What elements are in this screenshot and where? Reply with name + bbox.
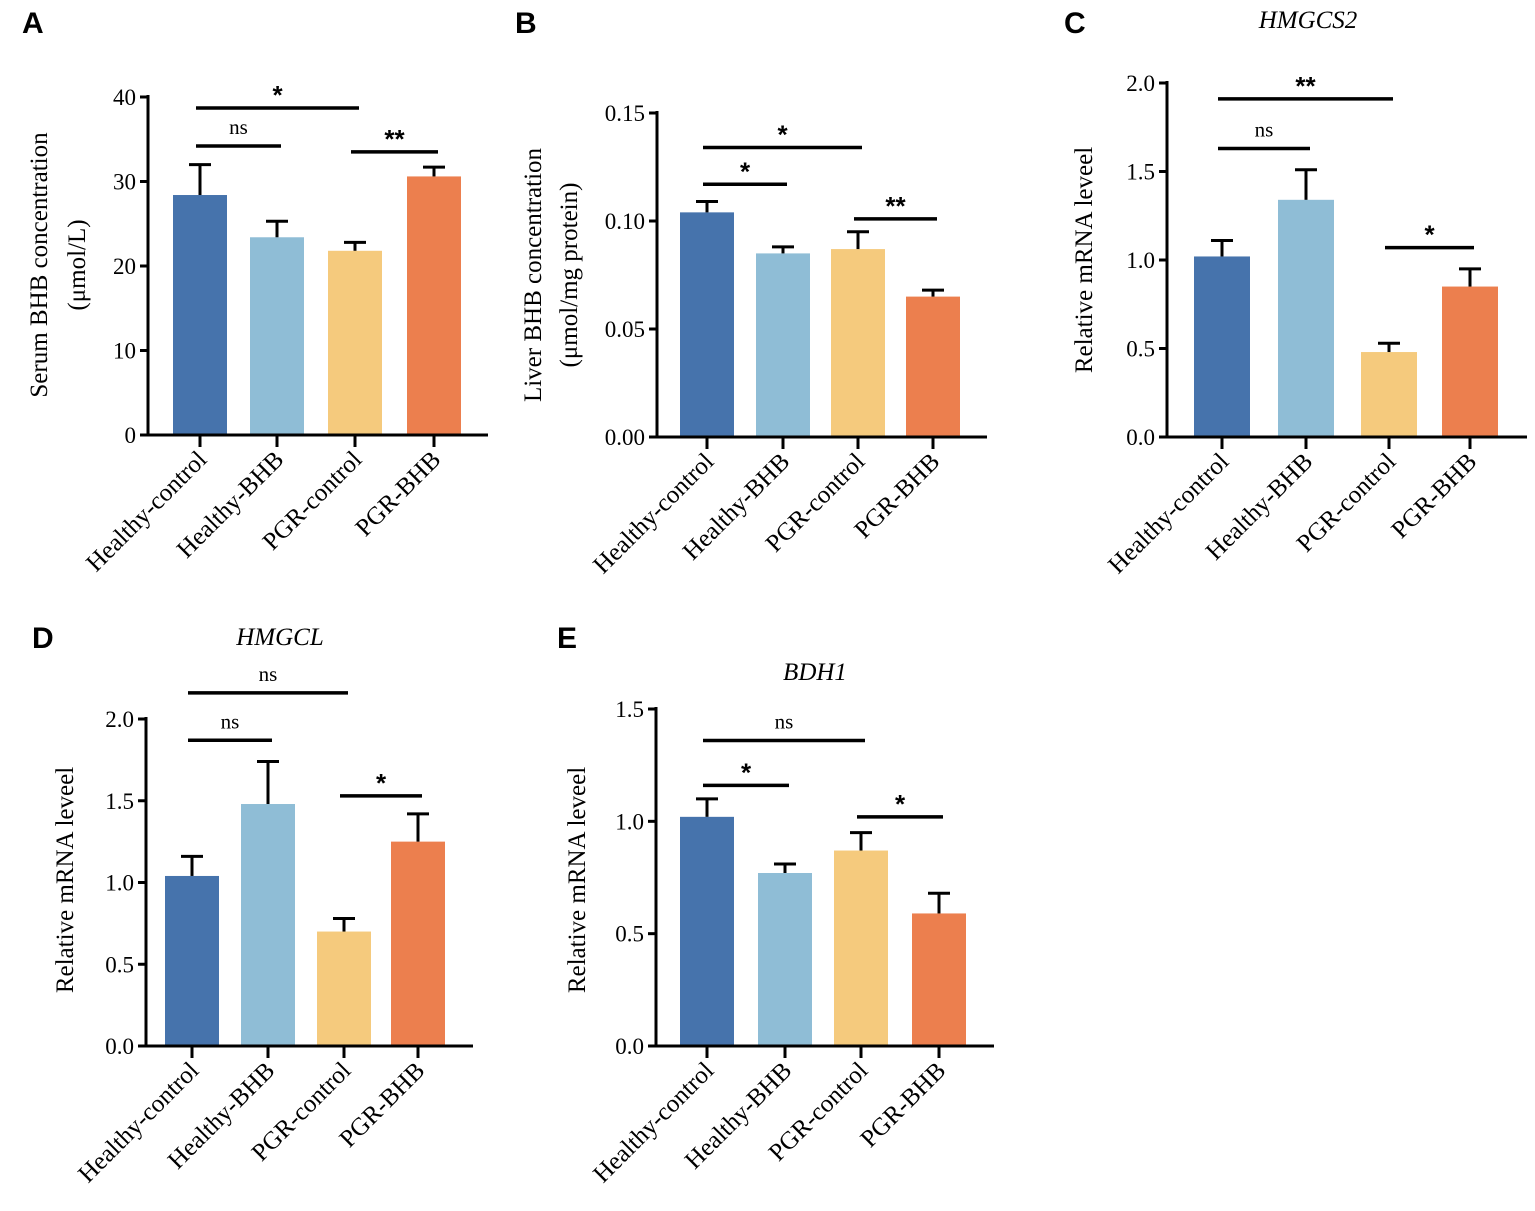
x-tick-label-3: PGR-BHB xyxy=(351,446,447,542)
bar-2 xyxy=(834,850,888,1046)
bar-0 xyxy=(165,875,219,1046)
y-axis-label: Relative mRNA leveel xyxy=(52,767,79,993)
significance-label-2: * xyxy=(1424,220,1435,250)
significance-label-2: * xyxy=(376,768,387,798)
panel-letter: C xyxy=(1064,7,1086,40)
y-tick-label-2: 1.0 xyxy=(615,809,644,834)
panel-c: C HMGCS2 Relative mRNA leveel 0.0 0.5 1.0 1.5 2… xyxy=(1064,7,1527,579)
y-tick-label-0: 0.00 xyxy=(605,425,645,450)
panel-letter: A xyxy=(22,7,44,40)
y-tick-label-0: 0.0 xyxy=(105,1034,134,1059)
chart-title: HMGCL xyxy=(235,624,324,651)
significance-label-1: ns xyxy=(259,662,278,686)
bar-0 xyxy=(1194,256,1250,437)
panel-letter: B xyxy=(515,7,537,40)
y-tick-label-3: 1.5 xyxy=(615,697,644,722)
significance-label-1: ns xyxy=(775,709,794,733)
panel-a: A Serum BHB concentration (μmol/L) 0 10 20 30 4… xyxy=(22,7,488,577)
significance-label-0: ns xyxy=(221,709,240,733)
significance-label-0: ns xyxy=(229,115,248,139)
y-tick-label-4: 2.0 xyxy=(1126,71,1155,96)
significance-label-1: * xyxy=(777,120,788,150)
bar-2 xyxy=(1361,352,1417,437)
x-tick-label-3: PGR-BHB xyxy=(856,1057,952,1153)
significance-label-1: ** xyxy=(1295,71,1316,101)
y-tick-label-2: 20 xyxy=(113,254,136,279)
y-tick-label-1: 0.05 xyxy=(605,317,645,342)
y-tick-label-1: 0.5 xyxy=(1126,337,1155,362)
y-tick-label-0: 0 xyxy=(125,423,137,448)
y-tick-label-2: 1.0 xyxy=(1126,248,1155,273)
bar-0 xyxy=(680,212,734,437)
bar-2 xyxy=(328,250,382,435)
significance-label-2: ** xyxy=(384,124,405,154)
chart-title: BDH1 xyxy=(783,659,847,686)
bar-1 xyxy=(758,873,812,1046)
bar-2 xyxy=(317,931,371,1046)
bar-3 xyxy=(912,913,966,1046)
significance-label-2: ** xyxy=(885,191,906,221)
bar-1 xyxy=(250,237,304,435)
panel-d: D HMGCL Relative mRNA leveel 0.0 0.5 1.0 1.5 2.… xyxy=(32,622,473,1188)
bar-2 xyxy=(831,249,885,437)
y-tick-label-3: 0.15 xyxy=(605,101,645,126)
significance-label-0: ns xyxy=(1255,117,1274,141)
y-tick-label-3: 30 xyxy=(113,170,136,195)
y-tick-label-4: 2.0 xyxy=(105,707,134,732)
panel-b: B Liver BHB concentration (μmol/mg protein… xyxy=(515,7,987,579)
bar-1 xyxy=(756,253,810,437)
y-axis-label: Relative mRNA leveel xyxy=(564,767,591,993)
y-tick-label-1: 0.5 xyxy=(105,952,134,977)
y-tick-label-2: 0.10 xyxy=(605,209,645,234)
bar-1 xyxy=(241,804,295,1046)
y-tick-label-0: 0.0 xyxy=(615,1034,644,1059)
y-axis-label: Liver BHB concentration xyxy=(520,147,547,402)
bar-3 xyxy=(391,841,445,1046)
y-tick-label-2: 1.0 xyxy=(105,871,134,896)
panel-letter: D xyxy=(32,622,54,655)
chart-title: HMGCS2 xyxy=(1258,7,1358,34)
x-tick-label-3: PGR-BHB xyxy=(1387,448,1483,544)
bar-1 xyxy=(1278,199,1334,437)
y-tick-label-3: 1.5 xyxy=(105,789,134,814)
bar-0 xyxy=(173,195,227,435)
bar-3 xyxy=(407,176,461,435)
bar-3 xyxy=(1442,286,1498,437)
bar-0 xyxy=(680,816,734,1046)
y-tick-label-4: 40 xyxy=(113,85,136,110)
significance-label-2: * xyxy=(895,789,906,819)
significance-label-0: * xyxy=(740,156,751,186)
y-tick-label-1: 10 xyxy=(113,339,136,364)
significance-label-1: * xyxy=(272,80,283,110)
y-tick-label-1: 0.5 xyxy=(615,922,644,947)
panel-letter: E xyxy=(557,622,577,655)
y-axis-label: Serum BHB concentration xyxy=(26,132,53,398)
y-axis-unit-label: (μmol/L) xyxy=(64,219,91,310)
significance-label-0: * xyxy=(741,757,752,787)
y-axis-unit-label: (μmol/mg protein) xyxy=(556,183,583,368)
y-tick-label-0: 0.0 xyxy=(1126,425,1155,450)
y-tick-label-3: 1.5 xyxy=(1126,160,1155,185)
y-axis-label: Relative mRNA leveel xyxy=(1071,147,1098,373)
bar-3 xyxy=(906,296,960,437)
